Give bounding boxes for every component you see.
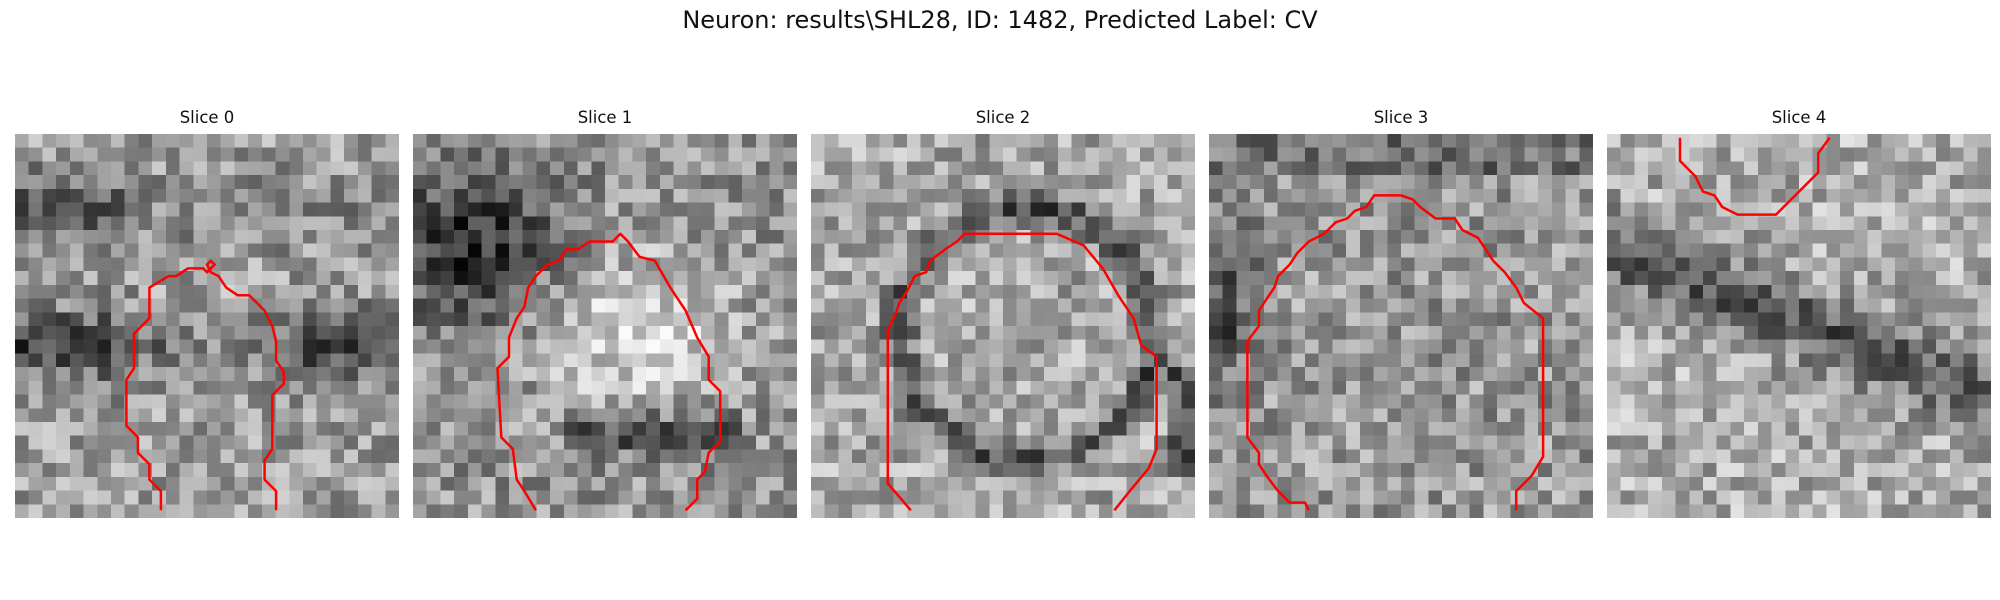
- segmentation-contour: [1678, 137, 1831, 216]
- slice-image: [811, 134, 1195, 518]
- slice-title: Slice 4: [1771, 108, 1827, 127]
- segmentation-contour: [1246, 194, 1545, 511]
- slice-image: [413, 134, 797, 518]
- slice-title: Slice 2: [975, 108, 1031, 127]
- segmentation-contour: [886, 232, 1158, 512]
- slice-title: Slice 1: [577, 108, 633, 127]
- slice-image: [1607, 134, 1991, 518]
- slice-image: [1209, 134, 1593, 518]
- slice-image: [15, 134, 399, 518]
- figure-title: Neuron: results\SHL28, ID: 1482, Predict…: [682, 6, 1318, 34]
- slice-title: Slice 3: [1373, 108, 1429, 127]
- segmentation-contour: [125, 259, 286, 511]
- slice-title: Slice 0: [179, 108, 235, 127]
- segmentation-contour: [496, 232, 722, 512]
